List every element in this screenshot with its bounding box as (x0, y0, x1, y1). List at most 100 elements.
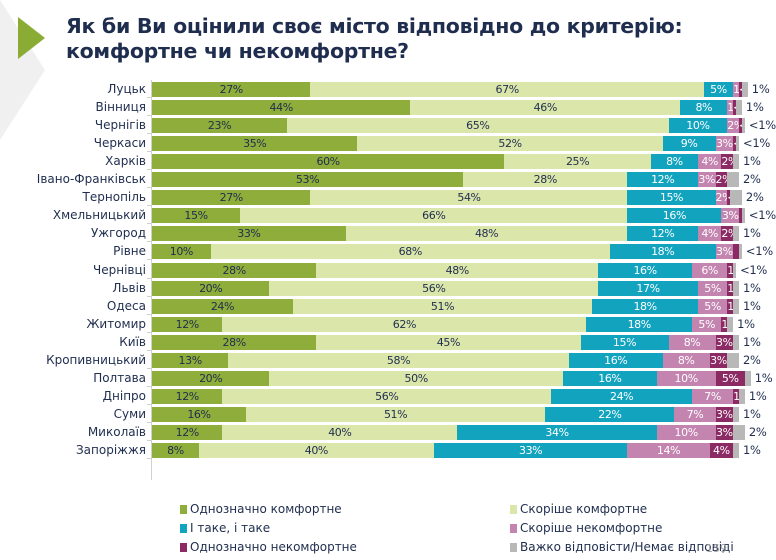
bar-segment-definitely-uncomfortable (727, 190, 731, 206)
bar-segment-neither (662, 136, 716, 152)
bar-segment-neither (545, 406, 675, 422)
legend-item: І таке, і таке (180, 519, 270, 537)
bar-segment-definitely-comfortable (152, 388, 223, 404)
bar-segment-rather-uncomfortable (715, 136, 734, 152)
legend-item: Однозначно некомфортне (180, 538, 357, 556)
data-label: 15% (184, 209, 208, 223)
data-label: 34% (545, 425, 569, 439)
bar-row: Миколаїв 12% 40% 34% 10% 3% 2% (0, 423, 776, 441)
bar-segment-definitely-comfortable (152, 118, 287, 134)
category-label: Полтава (93, 370, 146, 385)
legend-swatch (510, 504, 517, 514)
bar-segment-rather-comfortable (222, 316, 587, 332)
bar-row: Івано-Франківськ 53% 28% 12% 3% 2% 2% (0, 170, 776, 189)
legend-swatch (510, 542, 517, 552)
data-label: 27% (219, 83, 244, 96)
bar-row: Запоріжжя 8% 40% 33% 14% 4% 1% (0, 441, 776, 459)
legend-item: Скоріше некомфортне (510, 519, 662, 537)
bar-segment-neither (703, 82, 734, 97)
bar-segment-neither (598, 262, 693, 278)
bar-segment-rather-comfortable (345, 226, 628, 242)
data-label: 28% (533, 173, 558, 187)
bar-segment-definitely-comfortable (152, 316, 223, 332)
data-label-outside: 1% (743, 154, 761, 169)
data-label-outside: <1% (740, 262, 768, 277)
bar-segment-definitely-uncomfortable (721, 226, 734, 242)
data-label: 56% (422, 281, 446, 295)
data-label: 27% (219, 191, 244, 205)
bar-segment-rather-comfortable (210, 244, 610, 260)
data-label-outside: 1% (751, 82, 770, 96)
bar-segment-definitely-uncomfortable (721, 316, 728, 332)
bar-segment-definitely-comfortable (152, 262, 317, 278)
data-label: 8% (683, 335, 701, 349)
legend-label: Скоріше некомфортне (520, 521, 663, 535)
axis-tick (147, 187, 152, 189)
bar-segment-rather-uncomfortable (692, 388, 734, 404)
bar-segment-rather-uncomfortable (697, 172, 716, 188)
data-label: 2% (715, 173, 733, 187)
bar-segment-hard-to-say (727, 316, 734, 332)
axis-tick (147, 295, 152, 297)
bar-segment-definitely-comfortable (152, 370, 270, 386)
bar-segment-rather-uncomfortable (733, 82, 739, 97)
bar-segment-rather-comfortable (316, 334, 581, 350)
data-label-outside: 2% (743, 352, 761, 367)
bar-segment-neither (680, 100, 728, 116)
category-label: Суми (113, 406, 146, 421)
data-label: 54% (457, 191, 481, 205)
axis-tick (147, 403, 152, 405)
data-label: 33% (237, 227, 261, 241)
data-label: 3% (710, 353, 727, 367)
bar-segment-rather-uncomfortable (697, 280, 728, 296)
data-label: 12% (651, 227, 675, 241)
category-label: Ужгород (90, 226, 146, 241)
bar-segment-definitely-uncomfortable (721, 154, 734, 170)
data-label: 16% (598, 371, 622, 385)
legend-label: Однозначно комфортне (190, 502, 342, 516)
data-label: 10% (674, 425, 699, 439)
bar-segment-definitely-uncomfortable (715, 334, 734, 350)
bar-segment-rather-comfortable (198, 443, 434, 458)
data-label: 8% (677, 353, 695, 367)
category-label: Луцьк (107, 82, 146, 96)
axis-tick (147, 241, 152, 243)
category-label: Харків (105, 154, 146, 169)
data-label: 16% (633, 263, 657, 277)
bar-row: Чернігів 23% 65% 10% 2% <1% <1% (0, 116, 776, 135)
data-label: 14% (656, 444, 681, 457)
data-label: 23% (207, 119, 232, 133)
bar-segment-neither (668, 118, 728, 134)
data-label: 3% (715, 407, 733, 421)
bar-segment-definitely-uncomfortable (709, 352, 728, 368)
data-label-outside: 1% (743, 298, 761, 313)
axis-tick (147, 331, 152, 333)
bar-segment-definitely-uncomfortable (739, 82, 742, 97)
data-label: 17% (636, 281, 660, 295)
axis-tick (147, 223, 152, 225)
category-label: Київ (119, 334, 146, 349)
data-label: 5% (704, 299, 721, 313)
bar-segment-hard-to-say (733, 334, 739, 350)
bar-segment-rather-comfortable (463, 172, 628, 188)
bar-segment-definitely-uncomfortable (709, 443, 734, 458)
data-label-outside: <1% (745, 244, 773, 259)
data-label: 40% (328, 425, 352, 439)
axis-tick (147, 313, 152, 315)
bar-segment-definitely-uncomfortable (715, 172, 728, 188)
data-label: 16% (604, 353, 628, 367)
data-label: 5% (704, 281, 721, 295)
data-label-outside: <1% (748, 208, 776, 223)
bar-segment-definitely-uncomfortable (739, 118, 742, 134)
category-label: Хмельницький (52, 208, 146, 223)
data-label: 18% (651, 245, 675, 259)
bar-segment-rather-comfortable (310, 82, 704, 97)
bar-segment-definitely-uncomfortable (733, 100, 737, 116)
data-label: 66% (422, 209, 446, 223)
bar-segment-rather-uncomfortable (697, 226, 722, 242)
bar-segment-definitely-comfortable (152, 443, 199, 458)
